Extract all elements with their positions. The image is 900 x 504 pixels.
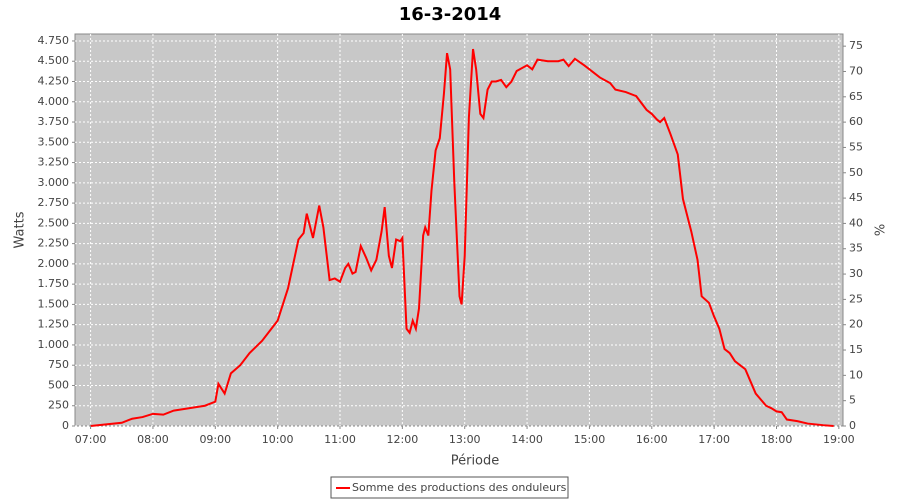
x-tick-label: 10:00 [262, 433, 294, 446]
y2-tick-label: 75 [849, 39, 863, 52]
y-tick-label: 1.750 [38, 277, 70, 290]
y-tick-label: 3.000 [38, 176, 70, 189]
y2-tick-label: 0 [849, 419, 856, 432]
y2-tick-label: 10 [849, 368, 863, 381]
y2-tick-label: 35 [849, 242, 863, 255]
x-tick-label: 17:00 [698, 433, 730, 446]
y2-tick-label: 5 [849, 394, 856, 407]
y2-tick-label: 30 [849, 267, 863, 280]
y2-tick-label: 25 [849, 292, 863, 305]
y-tick-label: 3.250 [38, 156, 70, 169]
y-tick-label: 4.500 [38, 54, 70, 67]
marks [90, 48, 834, 427]
y-tick-label: 2.250 [38, 237, 70, 250]
y-tick-label: 3.500 [38, 135, 70, 148]
x-tick-label: 19:00 [823, 433, 855, 446]
y-tick-label: 1.000 [38, 338, 70, 351]
y2-tick-label: 65 [849, 90, 863, 103]
y-tick-label: 250 [48, 399, 69, 412]
y2-tick-label: 15 [849, 343, 863, 356]
y-axis-label: Watts [13, 211, 28, 248]
legend-label: Somme des productions des onduleurs [352, 481, 567, 494]
y2-axis-label: % [874, 224, 889, 236]
plot-area [74, 33, 844, 427]
x-tick-label: 11:00 [324, 433, 356, 446]
x-tick-label: 09:00 [199, 433, 231, 446]
y2-tick-label: 60 [849, 115, 863, 128]
y-tick-label: 4.000 [38, 95, 70, 108]
y-tick-label: 2.750 [38, 196, 70, 209]
x-tick-label: 08:00 [137, 433, 169, 446]
y2-tick-label: 70 [849, 64, 863, 77]
y-tick-label: 1.500 [38, 297, 70, 310]
x-tick-label: 15:00 [574, 433, 606, 446]
y-tick-label: 2.500 [38, 216, 70, 229]
y-tick-label: 2.000 [38, 257, 70, 270]
y-tick-label: 750 [48, 358, 69, 371]
y2-tick-label: 55 [849, 140, 863, 153]
y-tick-label: 3.750 [38, 115, 70, 128]
y2-tick-label: 20 [849, 318, 863, 331]
y-tick-label: 0 [62, 419, 69, 432]
y-tick-label: 4.750 [38, 34, 70, 47]
y-tick-label: 1.250 [38, 318, 70, 331]
y2-tick-label: 50 [849, 166, 863, 179]
x-tick-label: 18:00 [761, 433, 793, 446]
y-tick-label: 4.250 [38, 75, 70, 88]
chart-title: 16-3-2014 [399, 4, 502, 25]
y-tick-label: 500 [48, 378, 69, 391]
x-tick-label: 07:00 [75, 433, 107, 446]
x-tick-label: 12:00 [387, 433, 419, 446]
x-tick-label: 13:00 [449, 433, 481, 446]
legend [330, 476, 569, 499]
x-tick-label: 16:00 [636, 433, 668, 446]
y2-tick-label: 40 [849, 216, 863, 229]
data-line [90, 48, 834, 427]
x-tick-label: 14:00 [511, 433, 543, 446]
y2-tick-label: 45 [849, 191, 863, 204]
x-axis-label: Période [451, 454, 500, 469]
